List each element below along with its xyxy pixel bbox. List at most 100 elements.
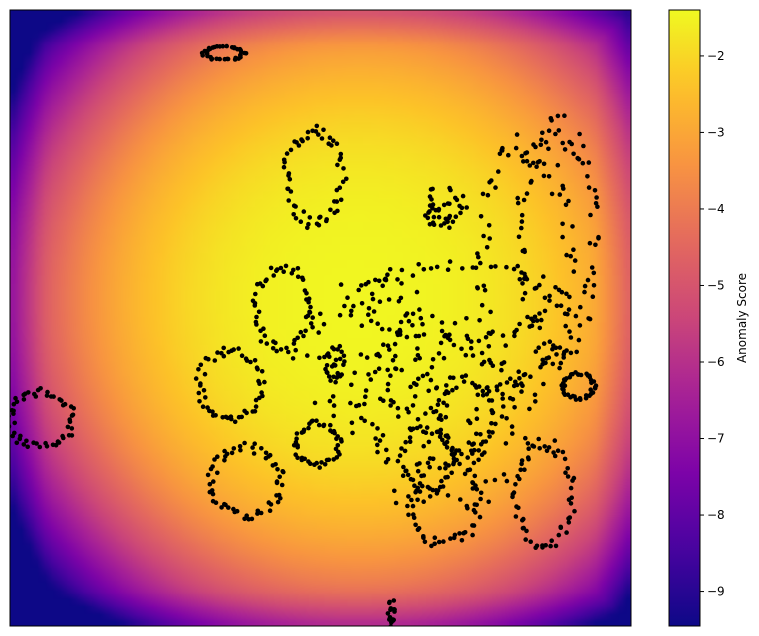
scatter-point [592,188,598,193]
scatter-point [570,478,575,483]
scatter-point [314,221,320,227]
scatter-point [268,502,274,507]
scatter-point [432,541,438,547]
scatter-point [402,448,408,454]
scatter-point [511,490,517,495]
scatter-point [400,473,406,479]
scatter-point [586,160,592,165]
scatter-point [390,358,396,363]
scatter-point [537,311,542,316]
scatter-point [275,499,281,505]
scatter-point [408,384,413,390]
scatter-point [387,347,392,352]
scatter-point [522,467,527,473]
scatter-point [299,137,304,142]
scatter-point [250,445,255,450]
scatter-point [591,283,597,288]
scatter-point [198,362,204,368]
scatter-point [490,410,495,416]
scatter-point [51,394,56,399]
scatter-point [560,221,565,227]
scatter-point [345,295,350,301]
scatter-point [259,446,264,451]
scatter-point [11,401,17,407]
scatter-point [560,386,565,392]
scatter-point [18,433,23,439]
scatter-point [319,460,324,465]
scatter-point [415,468,421,474]
scatter-point [313,129,319,134]
scatter-point [375,442,380,448]
scatter-point [393,353,398,359]
scatter-point [413,522,418,528]
scatter-point [331,413,337,419]
scatter-point [257,381,262,387]
scatter-point [446,390,451,396]
scatter-point [13,395,18,401]
scatter-point [59,398,64,403]
scatter-point [551,343,556,348]
scatter-point [366,372,371,377]
scatter-point [525,441,531,446]
scatter-point [290,356,296,361]
scatter-point [274,493,279,498]
scatter-point [543,139,549,145]
scatter-point [425,484,431,490]
scatter-point [452,320,458,326]
scatter-point [26,390,31,395]
scatter-point [293,216,299,221]
scatter-point [447,375,453,380]
scatter-point [24,438,29,444]
scatter-point [340,179,346,185]
scatter-point [369,291,375,297]
scatter-point [429,431,435,437]
scatter-point [212,457,217,462]
scatter-point [350,430,355,436]
scatter-point [541,341,547,346]
scatter-point [474,487,480,492]
scatter-point [457,461,462,467]
scatter-point [469,448,474,454]
scatter-point [324,218,329,224]
scatter-point [332,199,337,204]
scatter-point [480,191,486,197]
scatter-point [546,128,552,133]
scatter-point [537,325,543,331]
scatter-point [504,380,510,385]
scatter-point [520,296,526,302]
scatter-point [467,420,473,426]
scatter-point [478,442,484,447]
scatter-point [66,433,72,438]
scatter-point [522,290,528,296]
scatter-point [518,467,523,473]
scatter-point [459,346,464,352]
colorbar-tick-label: −3 [707,125,725,139]
scatter-point [12,420,17,426]
scatter-point [373,436,378,441]
scatter-point [540,357,545,363]
scatter-point [388,606,394,611]
scatter-point [530,443,535,449]
scatter-point [451,535,457,541]
scatter-point [278,347,284,352]
scatter-point [393,500,399,506]
scatter-point [513,482,518,487]
scatter-point [321,127,326,133]
scatter-point [332,430,337,436]
scatter-point [45,389,50,395]
scatter-point [277,474,283,480]
scatter-point [214,56,219,62]
scatter-point [316,330,322,335]
scatter-point [457,203,462,209]
scatter-point [519,225,524,231]
scatter-point [478,432,483,437]
scatter-point [423,213,428,218]
scatter-point [327,354,332,360]
scatter-point [582,283,588,289]
scatter-point [501,472,507,477]
scatter-point [470,532,475,538]
scatter-point [337,157,343,162]
scatter-point [486,344,492,349]
scatter-point [551,450,556,455]
scatter-point [366,312,371,318]
